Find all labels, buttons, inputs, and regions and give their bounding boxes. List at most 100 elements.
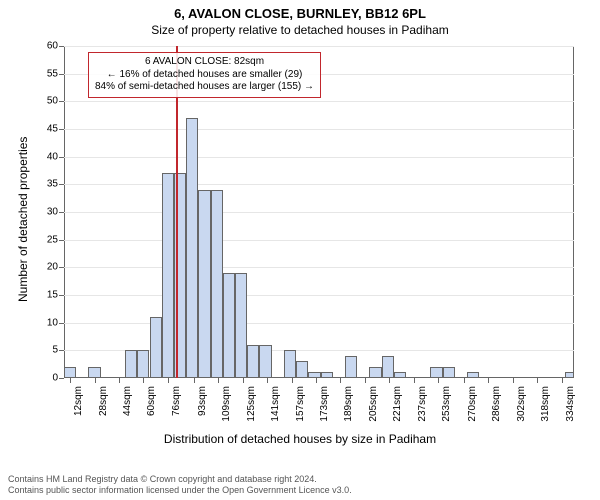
gridline [64, 157, 574, 158]
histogram-bar [345, 356, 357, 378]
xtick-mark [340, 378, 341, 383]
ytick-label: 55 [34, 68, 58, 79]
histogram-bar [321, 372, 333, 378]
y-axis-label: Number of detached properties [16, 137, 30, 302]
xtick-label: 302sqm [516, 386, 527, 422]
ytick-mark [59, 350, 64, 351]
attribution-line-2: Contains public sector information licen… [8, 485, 352, 496]
ytick-mark [59, 101, 64, 102]
xtick-mark [143, 378, 144, 383]
xtick-label: 76sqm [171, 386, 182, 416]
histogram-bar [284, 350, 296, 378]
histogram-bar [64, 367, 76, 378]
ytick-mark [59, 184, 64, 185]
attribution-line-1: Contains HM Land Registry data © Crown c… [8, 474, 352, 485]
xtick-mark [292, 378, 293, 383]
xtick-mark [389, 378, 390, 383]
histogram-bar [247, 345, 259, 378]
histogram-bar [137, 350, 149, 378]
ytick-mark [59, 267, 64, 268]
x-axis-label: Distribution of detached houses by size … [0, 432, 600, 446]
xtick-mark [119, 378, 120, 383]
xtick-mark [194, 378, 195, 383]
gridline [64, 240, 574, 241]
ytick-label: 0 [34, 373, 58, 384]
xtick-mark [243, 378, 244, 383]
annotation-line: ← 16% of detached houses are smaller (29… [95, 69, 314, 82]
attribution-text: Contains HM Land Registry data © Crown c… [8, 474, 352, 496]
histogram-bar [259, 345, 271, 378]
annotation-box: 6 AVALON CLOSE: 82sqm← 16% of detached h… [88, 52, 321, 98]
ytick-label: 40 [34, 151, 58, 162]
ytick-label: 10 [34, 317, 58, 328]
ytick-label: 5 [34, 345, 58, 356]
gridline [64, 212, 574, 213]
gridline [64, 295, 574, 296]
xtick-label: 205sqm [368, 386, 379, 422]
xtick-label: 125sqm [246, 386, 257, 422]
xtick-label: 28sqm [98, 386, 109, 416]
ytick-label: 50 [34, 96, 58, 107]
annotation-line: 84% of semi-detached houses are larger (… [95, 81, 314, 94]
xtick-label: 189sqm [343, 386, 354, 422]
gridline [64, 267, 574, 268]
ytick-label: 20 [34, 262, 58, 273]
xtick-mark [562, 378, 563, 383]
xtick-mark [95, 378, 96, 383]
ytick-mark [59, 74, 64, 75]
histogram-bar [198, 190, 210, 378]
xtick-label: 141sqm [270, 386, 281, 422]
xtick-mark [438, 378, 439, 383]
xtick-mark [218, 378, 219, 383]
histogram-bar [443, 367, 455, 378]
xtick-mark [537, 378, 538, 383]
chart-container: { "layout": { "width": 600, "height": 50… [0, 0, 600, 500]
histogram-bar [150, 317, 162, 378]
ytick-mark [59, 323, 64, 324]
xtick-label: 334sqm [565, 386, 576, 422]
ytick-mark [59, 157, 64, 158]
xtick-mark [267, 378, 268, 383]
gridline [64, 184, 574, 185]
chart-title: 6, AVALON CLOSE, BURNLEY, BB12 6PL [0, 0, 600, 21]
xtick-label: 44sqm [122, 386, 133, 416]
ytick-mark [59, 46, 64, 47]
histogram-bar [235, 273, 247, 378]
ytick-mark [59, 212, 64, 213]
ytick-label: 30 [34, 207, 58, 218]
histogram-bar [430, 367, 442, 378]
gridline [64, 323, 574, 324]
xtick-mark [414, 378, 415, 383]
ytick-label: 60 [34, 41, 58, 52]
xtick-label: 173sqm [319, 386, 330, 422]
xtick-mark [316, 378, 317, 383]
histogram-bar [467, 372, 479, 378]
ytick-mark [59, 129, 64, 130]
histogram-bar [565, 372, 574, 378]
gridline [64, 129, 574, 130]
xtick-mark [464, 378, 465, 383]
histogram-bar [88, 367, 100, 378]
ytick-mark [59, 240, 64, 241]
xtick-label: 109sqm [221, 386, 232, 422]
ytick-mark [59, 378, 64, 379]
histogram-bar [125, 350, 137, 378]
histogram-bar [186, 118, 198, 378]
histogram-bar [223, 273, 235, 378]
xtick-mark [488, 378, 489, 383]
histogram-bar [369, 367, 381, 378]
ytick-label: 25 [34, 234, 58, 245]
xtick-label: 157sqm [295, 386, 306, 422]
xtick-label: 253sqm [441, 386, 452, 422]
annotation-line: 6 AVALON CLOSE: 82sqm [95, 56, 314, 69]
gridline [64, 46, 574, 47]
histogram-bar [162, 173, 174, 378]
gridline [64, 101, 574, 102]
histogram-bar [308, 372, 320, 378]
chart-subtitle: Size of property relative to detached ho… [0, 21, 600, 37]
xtick-label: 286sqm [491, 386, 502, 422]
xtick-label: 93sqm [197, 386, 208, 416]
xtick-label: 270sqm [467, 386, 478, 422]
xtick-mark [365, 378, 366, 383]
xtick-label: 12sqm [73, 386, 84, 416]
